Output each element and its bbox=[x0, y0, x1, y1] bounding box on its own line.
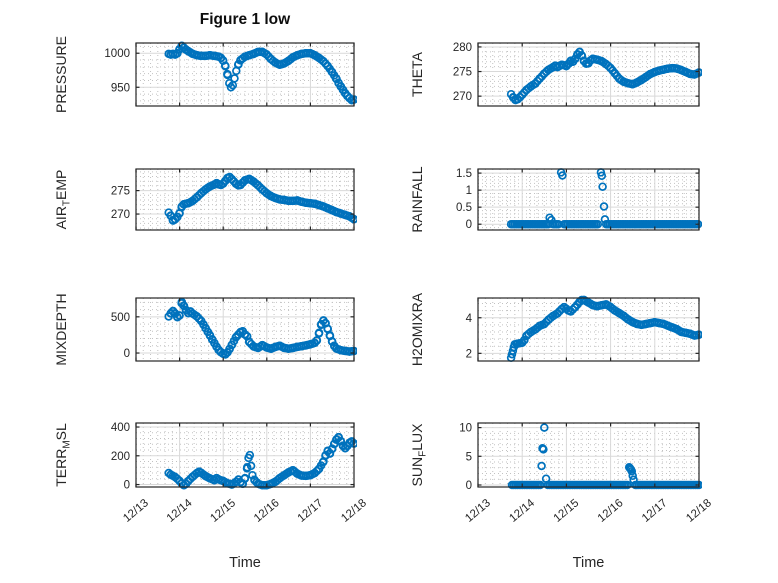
svg-text:AIRTEMP: AIRTEMP bbox=[53, 170, 73, 230]
svg-text:280: 280 bbox=[453, 42, 472, 54]
subplot-rainfall: 0 0.5 1 1.5 RAINFALL bbox=[409, 166, 702, 233]
svg-text:12/14: 12/14 bbox=[165, 497, 195, 525]
svg-text:12/17: 12/17 bbox=[296, 497, 326, 525]
tick-marks bbox=[477, 423, 700, 487]
svg-text:12/14: 12/14 bbox=[507, 497, 537, 525]
subplot-theta: 270 275 280 THETA bbox=[409, 42, 702, 107]
subplot-mixdepth: 0 500 MIXDEPTH bbox=[53, 293, 357, 366]
x-tick-labels: 12/13 12/14 12/15 12/16 12/17 12/18 bbox=[121, 497, 369, 525]
svg-text:12/17: 12/17 bbox=[640, 497, 670, 525]
data-markers bbox=[164, 172, 357, 225]
svg-text:PRESSURE: PRESSURE bbox=[53, 36, 69, 113]
figure-title: Figure 1 low bbox=[199, 11, 291, 28]
subplot-air-temp: 270 275 AIRTEMP bbox=[53, 168, 357, 231]
y-tick-labels: 0 500 bbox=[111, 312, 130, 360]
svg-text:12/15: 12/15 bbox=[208, 497, 238, 525]
svg-text:12/13: 12/13 bbox=[121, 497, 151, 525]
svg-text:275: 275 bbox=[453, 67, 472, 79]
data-markers bbox=[506, 47, 702, 105]
axes-frame bbox=[477, 42, 700, 107]
svg-text:270: 270 bbox=[453, 91, 472, 103]
tick-marks bbox=[135, 423, 355, 487]
svg-text:0: 0 bbox=[124, 480, 130, 492]
subplot-pressure: 950 1000 PRESSURE bbox=[53, 36, 357, 113]
axes-frame bbox=[477, 297, 700, 362]
xlabel-time-right: Time bbox=[572, 555, 605, 571]
axes-frame bbox=[477, 168, 700, 231]
data-markers bbox=[164, 432, 357, 490]
xlabel-time-left: Time bbox=[229, 555, 261, 571]
y-tick-labels: 0 5 10 bbox=[459, 423, 472, 492]
svg-text:400: 400 bbox=[111, 422, 130, 434]
svg-text:1000: 1000 bbox=[104, 48, 130, 60]
svg-text:270: 270 bbox=[111, 209, 130, 221]
y-tick-labels: 950 1000 bbox=[104, 48, 130, 94]
svg-text:0: 0 bbox=[466, 480, 472, 492]
major-grid bbox=[478, 423, 699, 487]
svg-text:1: 1 bbox=[466, 185, 472, 197]
svg-text:4: 4 bbox=[466, 313, 473, 325]
svg-text:950: 950 bbox=[111, 82, 130, 94]
data-markers bbox=[164, 41, 357, 105]
svg-text:12/16: 12/16 bbox=[596, 497, 626, 525]
tick-marks bbox=[135, 298, 355, 361]
svg-text:12/13: 12/13 bbox=[463, 497, 493, 525]
minor-grid bbox=[478, 43, 699, 106]
y-tick-labels: 0 0.5 1 1.5 bbox=[456, 168, 472, 231]
svg-text:10: 10 bbox=[459, 423, 472, 435]
svg-text:12/18: 12/18 bbox=[684, 497, 714, 525]
svg-text:THETA: THETA bbox=[409, 51, 425, 97]
svg-text:1.5: 1.5 bbox=[456, 168, 472, 180]
svg-text:0: 0 bbox=[466, 219, 472, 231]
minor-grid bbox=[478, 423, 699, 487]
axes-frame bbox=[135, 297, 355, 362]
tick-marks bbox=[477, 298, 700, 361]
svg-text:SUNFLUX: SUNFLUX bbox=[409, 423, 429, 487]
svg-text:500: 500 bbox=[111, 312, 130, 324]
svg-text:275: 275 bbox=[111, 186, 130, 198]
data-markers bbox=[506, 295, 702, 363]
major-grid bbox=[478, 43, 699, 106]
data-markers bbox=[164, 297, 357, 359]
y-tick-labels: 270 275 280 bbox=[453, 42, 472, 103]
tick-marks bbox=[135, 169, 355, 230]
svg-text:5: 5 bbox=[466, 451, 472, 463]
x-tick-labels: 12/13 12/14 12/15 12/16 12/17 12/18 bbox=[463, 497, 714, 525]
svg-text:MIXDEPTH: MIXDEPTH bbox=[53, 293, 69, 365]
svg-text:12/16: 12/16 bbox=[252, 497, 282, 525]
axes-frame bbox=[135, 168, 355, 231]
data-markers bbox=[506, 168, 702, 229]
tick-marks bbox=[135, 43, 355, 106]
svg-text:0: 0 bbox=[124, 348, 130, 360]
y-tick-labels: 0 200 400 bbox=[111, 422, 130, 492]
tick-marks bbox=[477, 169, 700, 230]
svg-text:12/18: 12/18 bbox=[339, 497, 369, 525]
svg-text:TERRMSL: TERRMSL bbox=[53, 423, 73, 487]
y-tick-labels: 270 275 bbox=[111, 186, 130, 221]
axes-frame bbox=[135, 422, 355, 488]
svg-text:2: 2 bbox=[466, 348, 472, 360]
svg-text:200: 200 bbox=[111, 451, 130, 463]
axes-frame bbox=[135, 42, 355, 107]
svg-text:H2OMIXRA: H2OMIXRA bbox=[409, 292, 425, 366]
svg-text:RAINFALL: RAINFALL bbox=[409, 166, 425, 232]
svg-text:0.5: 0.5 bbox=[456, 202, 472, 214]
y-tick-labels: 24 bbox=[466, 313, 473, 361]
tick-marks bbox=[477, 43, 700, 106]
data-markers bbox=[507, 423, 702, 490]
axes-frame bbox=[477, 422, 700, 488]
svg-text:12/15: 12/15 bbox=[552, 497, 582, 525]
